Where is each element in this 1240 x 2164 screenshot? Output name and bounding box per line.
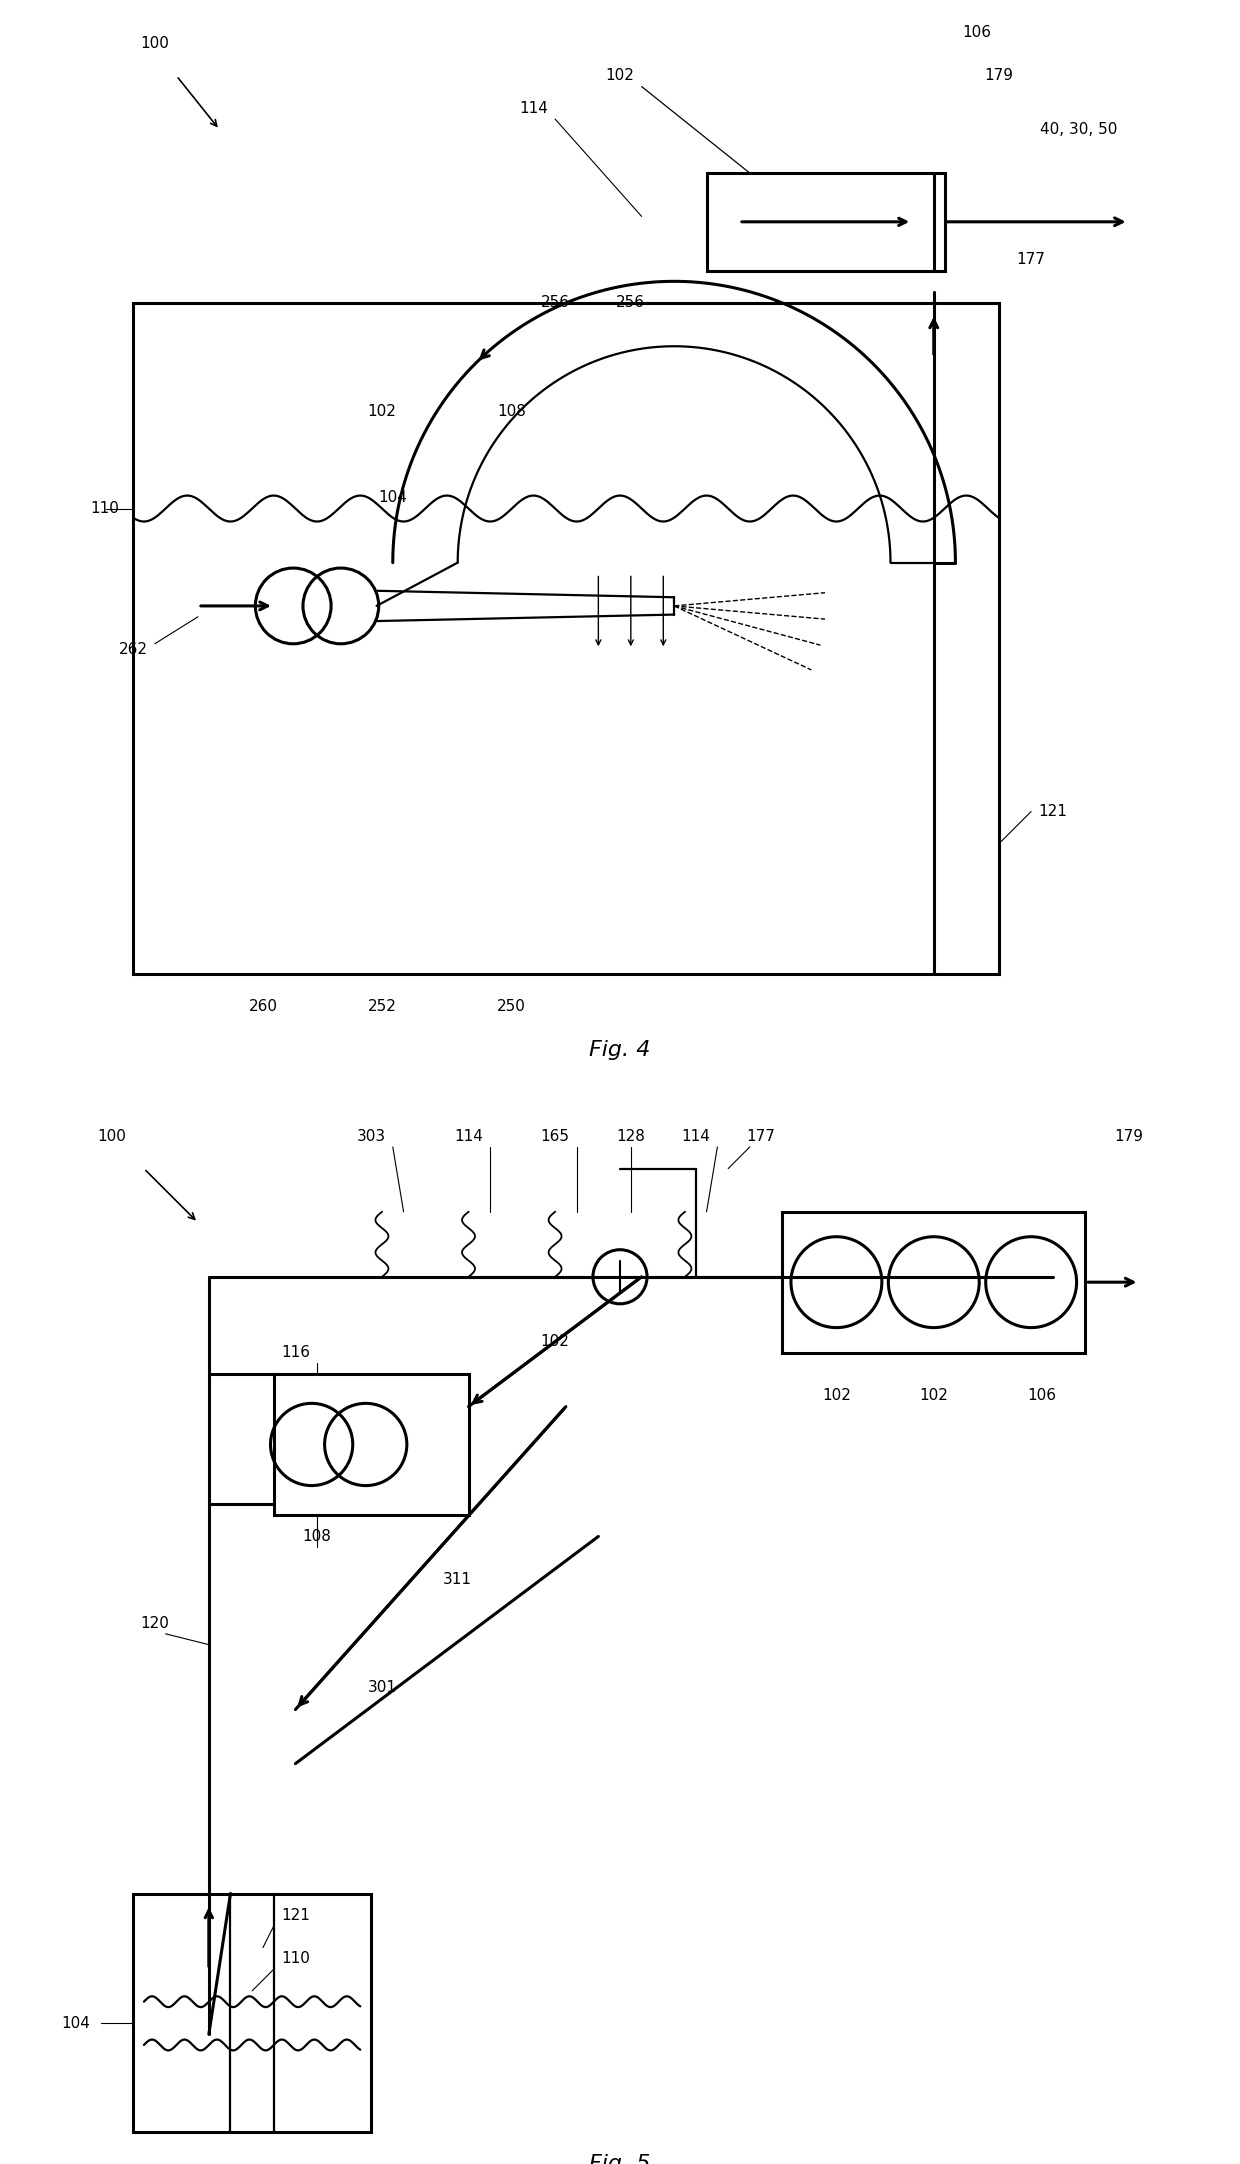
Text: 108: 108 bbox=[303, 1530, 331, 1543]
Text: 102: 102 bbox=[541, 1335, 569, 1348]
Text: 256: 256 bbox=[616, 296, 645, 309]
Text: 311: 311 bbox=[443, 1573, 472, 1586]
Text: 252: 252 bbox=[367, 1000, 397, 1013]
Text: Fig. 5: Fig. 5 bbox=[589, 2153, 651, 2164]
Text: 114: 114 bbox=[454, 1130, 482, 1143]
Text: 303: 303 bbox=[357, 1130, 386, 1143]
Text: 104: 104 bbox=[61, 2017, 89, 2030]
Text: 177: 177 bbox=[1017, 253, 1045, 266]
Text: 116: 116 bbox=[281, 1346, 310, 1359]
Text: 301: 301 bbox=[367, 1681, 397, 1694]
Text: 108: 108 bbox=[497, 405, 526, 418]
Text: 128: 128 bbox=[616, 1130, 645, 1143]
Text: 102: 102 bbox=[605, 69, 635, 82]
Text: 102: 102 bbox=[367, 405, 397, 418]
Bar bbox=[133, 303, 998, 974]
Text: 102: 102 bbox=[822, 1389, 851, 1402]
Text: 177: 177 bbox=[746, 1130, 775, 1143]
Text: 121: 121 bbox=[1038, 805, 1068, 818]
Text: 110: 110 bbox=[281, 1952, 310, 1965]
Text: 114: 114 bbox=[520, 102, 548, 115]
Text: 120: 120 bbox=[140, 1617, 169, 1629]
Bar bbox=[133, 1894, 371, 2132]
Text: 106: 106 bbox=[1028, 1389, 1056, 1402]
Text: 40, 30, 50: 40, 30, 50 bbox=[1040, 123, 1117, 136]
Text: 262: 262 bbox=[119, 643, 148, 656]
Text: 110: 110 bbox=[89, 502, 119, 515]
Text: 104: 104 bbox=[378, 491, 407, 504]
Text: 260: 260 bbox=[248, 1000, 278, 1013]
Text: 106: 106 bbox=[962, 26, 992, 39]
Text: 179: 179 bbox=[1114, 1130, 1143, 1143]
Text: 256: 256 bbox=[541, 296, 569, 309]
Bar bbox=[707, 173, 945, 270]
Text: 165: 165 bbox=[541, 1130, 569, 1143]
Bar bbox=[274, 1374, 469, 1515]
Text: 114: 114 bbox=[681, 1130, 711, 1143]
Text: 100: 100 bbox=[97, 1130, 126, 1143]
Bar bbox=[782, 1212, 1085, 1352]
Text: 100: 100 bbox=[140, 37, 169, 50]
Text: Fig. 4: Fig. 4 bbox=[589, 1039, 651, 1060]
Text: 250: 250 bbox=[497, 1000, 526, 1013]
Text: 179: 179 bbox=[985, 69, 1013, 82]
Text: 121: 121 bbox=[281, 1909, 310, 1922]
Text: 102: 102 bbox=[919, 1389, 949, 1402]
